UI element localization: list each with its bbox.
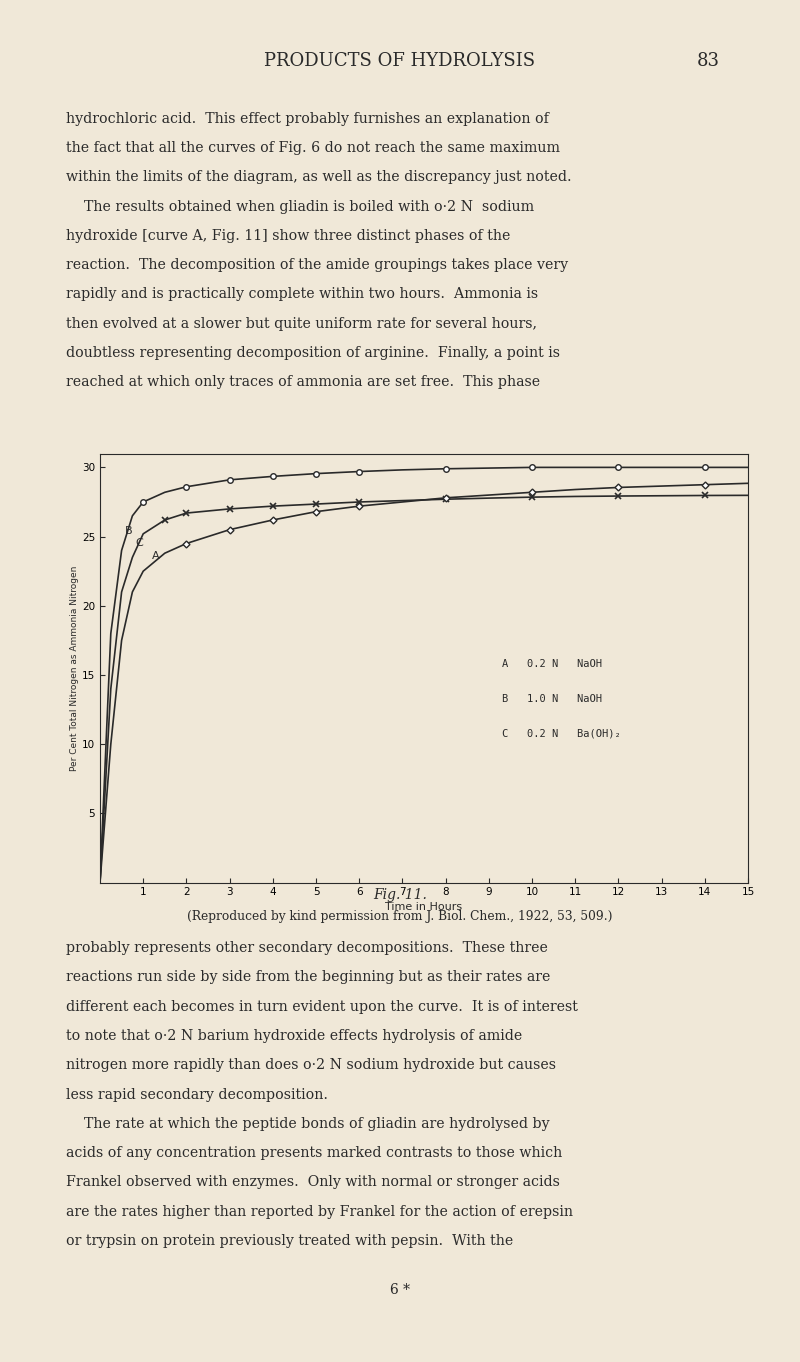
Text: reactions run side by side from the beginning but as their rates are: reactions run side by side from the begi… (66, 970, 550, 985)
Text: B: B (125, 526, 133, 535)
Text: hydrochloric acid.  This effect probably furnishes an explanation of: hydrochloric acid. This effect probably … (66, 112, 549, 125)
Text: C   0.2 N   Ba(OH)₂: C 0.2 N Ba(OH)₂ (502, 729, 621, 738)
Text: within the limits of the diagram, as well as the discrepancy just noted.: within the limits of the diagram, as wel… (66, 170, 571, 184)
Y-axis label: Per Cent Total Nitrogen as Ammonia Nitrogen: Per Cent Total Nitrogen as Ammonia Nitro… (70, 565, 79, 771)
Text: the fact that all the curves of Fig. 6 do not reach the same maximum: the fact that all the curves of Fig. 6 d… (66, 140, 560, 155)
Text: less rapid secondary decomposition.: less rapid secondary decomposition. (66, 1087, 328, 1102)
Text: are the rates higher than reported by Frankel for the action of erepsin: are the rates higher than reported by Fr… (66, 1204, 573, 1219)
Text: 6 *: 6 * (390, 1283, 410, 1297)
Text: (Reproduced by kind permission from J. Biol. Chem., 1922, 53, 509.): (Reproduced by kind permission from J. B… (187, 910, 613, 923)
Text: probably represents other secondary decompositions.  These three: probably represents other secondary deco… (66, 941, 547, 955)
Text: 83: 83 (697, 52, 719, 69)
Text: The rate at which the peptide bonds of gliadin are hydrolysed by: The rate at which the peptide bonds of g… (66, 1117, 550, 1130)
Text: reached at which only traces of ammonia are set free.  This phase: reached at which only traces of ammonia … (66, 376, 540, 390)
Text: nitrogen more rapidly than does o·2 N sodium hydroxide but causes: nitrogen more rapidly than does o·2 N so… (66, 1058, 555, 1072)
X-axis label: Time in Hours: Time in Hours (386, 902, 462, 911)
Text: rapidly and is practically complete within two hours.  Ammonia is: rapidly and is practically complete with… (66, 287, 538, 301)
Text: A: A (152, 552, 159, 561)
Text: hydroxide [curve A, Fig. 11] show three distinct phases of the: hydroxide [curve A, Fig. 11] show three … (66, 229, 510, 242)
Text: The results obtained when gliadin is boiled with o·2 N  sodium: The results obtained when gliadin is boi… (66, 199, 534, 214)
Text: B   1.0 N   NaOH: B 1.0 N NaOH (502, 693, 602, 704)
Text: acids of any concentration presents marked contrasts to those which: acids of any concentration presents mark… (66, 1147, 562, 1160)
Text: doubtless representing decomposition of arginine.  Finally, a point is: doubtless representing decomposition of … (66, 346, 560, 360)
Text: A   0.2 N   NaOH: A 0.2 N NaOH (502, 659, 602, 670)
Text: different each becomes in turn evident upon the curve.  It is of interest: different each becomes in turn evident u… (66, 1000, 578, 1013)
Text: PRODUCTS OF HYDROLYSIS: PRODUCTS OF HYDROLYSIS (265, 52, 535, 69)
Text: then evolved at a slower but quite uniform rate for several hours,: then evolved at a slower but quite unifo… (66, 317, 537, 331)
Text: or trypsin on protein previously treated with pepsin.  With the: or trypsin on protein previously treated… (66, 1234, 513, 1248)
Text: Frankel observed with enzymes.  Only with normal or stronger acids: Frankel observed with enzymes. Only with… (66, 1175, 559, 1189)
Text: Fig. 11.: Fig. 11. (373, 888, 427, 902)
Text: to note that o·2 N barium hydroxide effects hydrolysis of amide: to note that o·2 N barium hydroxide effe… (66, 1030, 522, 1043)
Text: reaction.  The decomposition of the amide groupings takes place very: reaction. The decomposition of the amide… (66, 259, 568, 272)
Text: C: C (135, 538, 143, 548)
